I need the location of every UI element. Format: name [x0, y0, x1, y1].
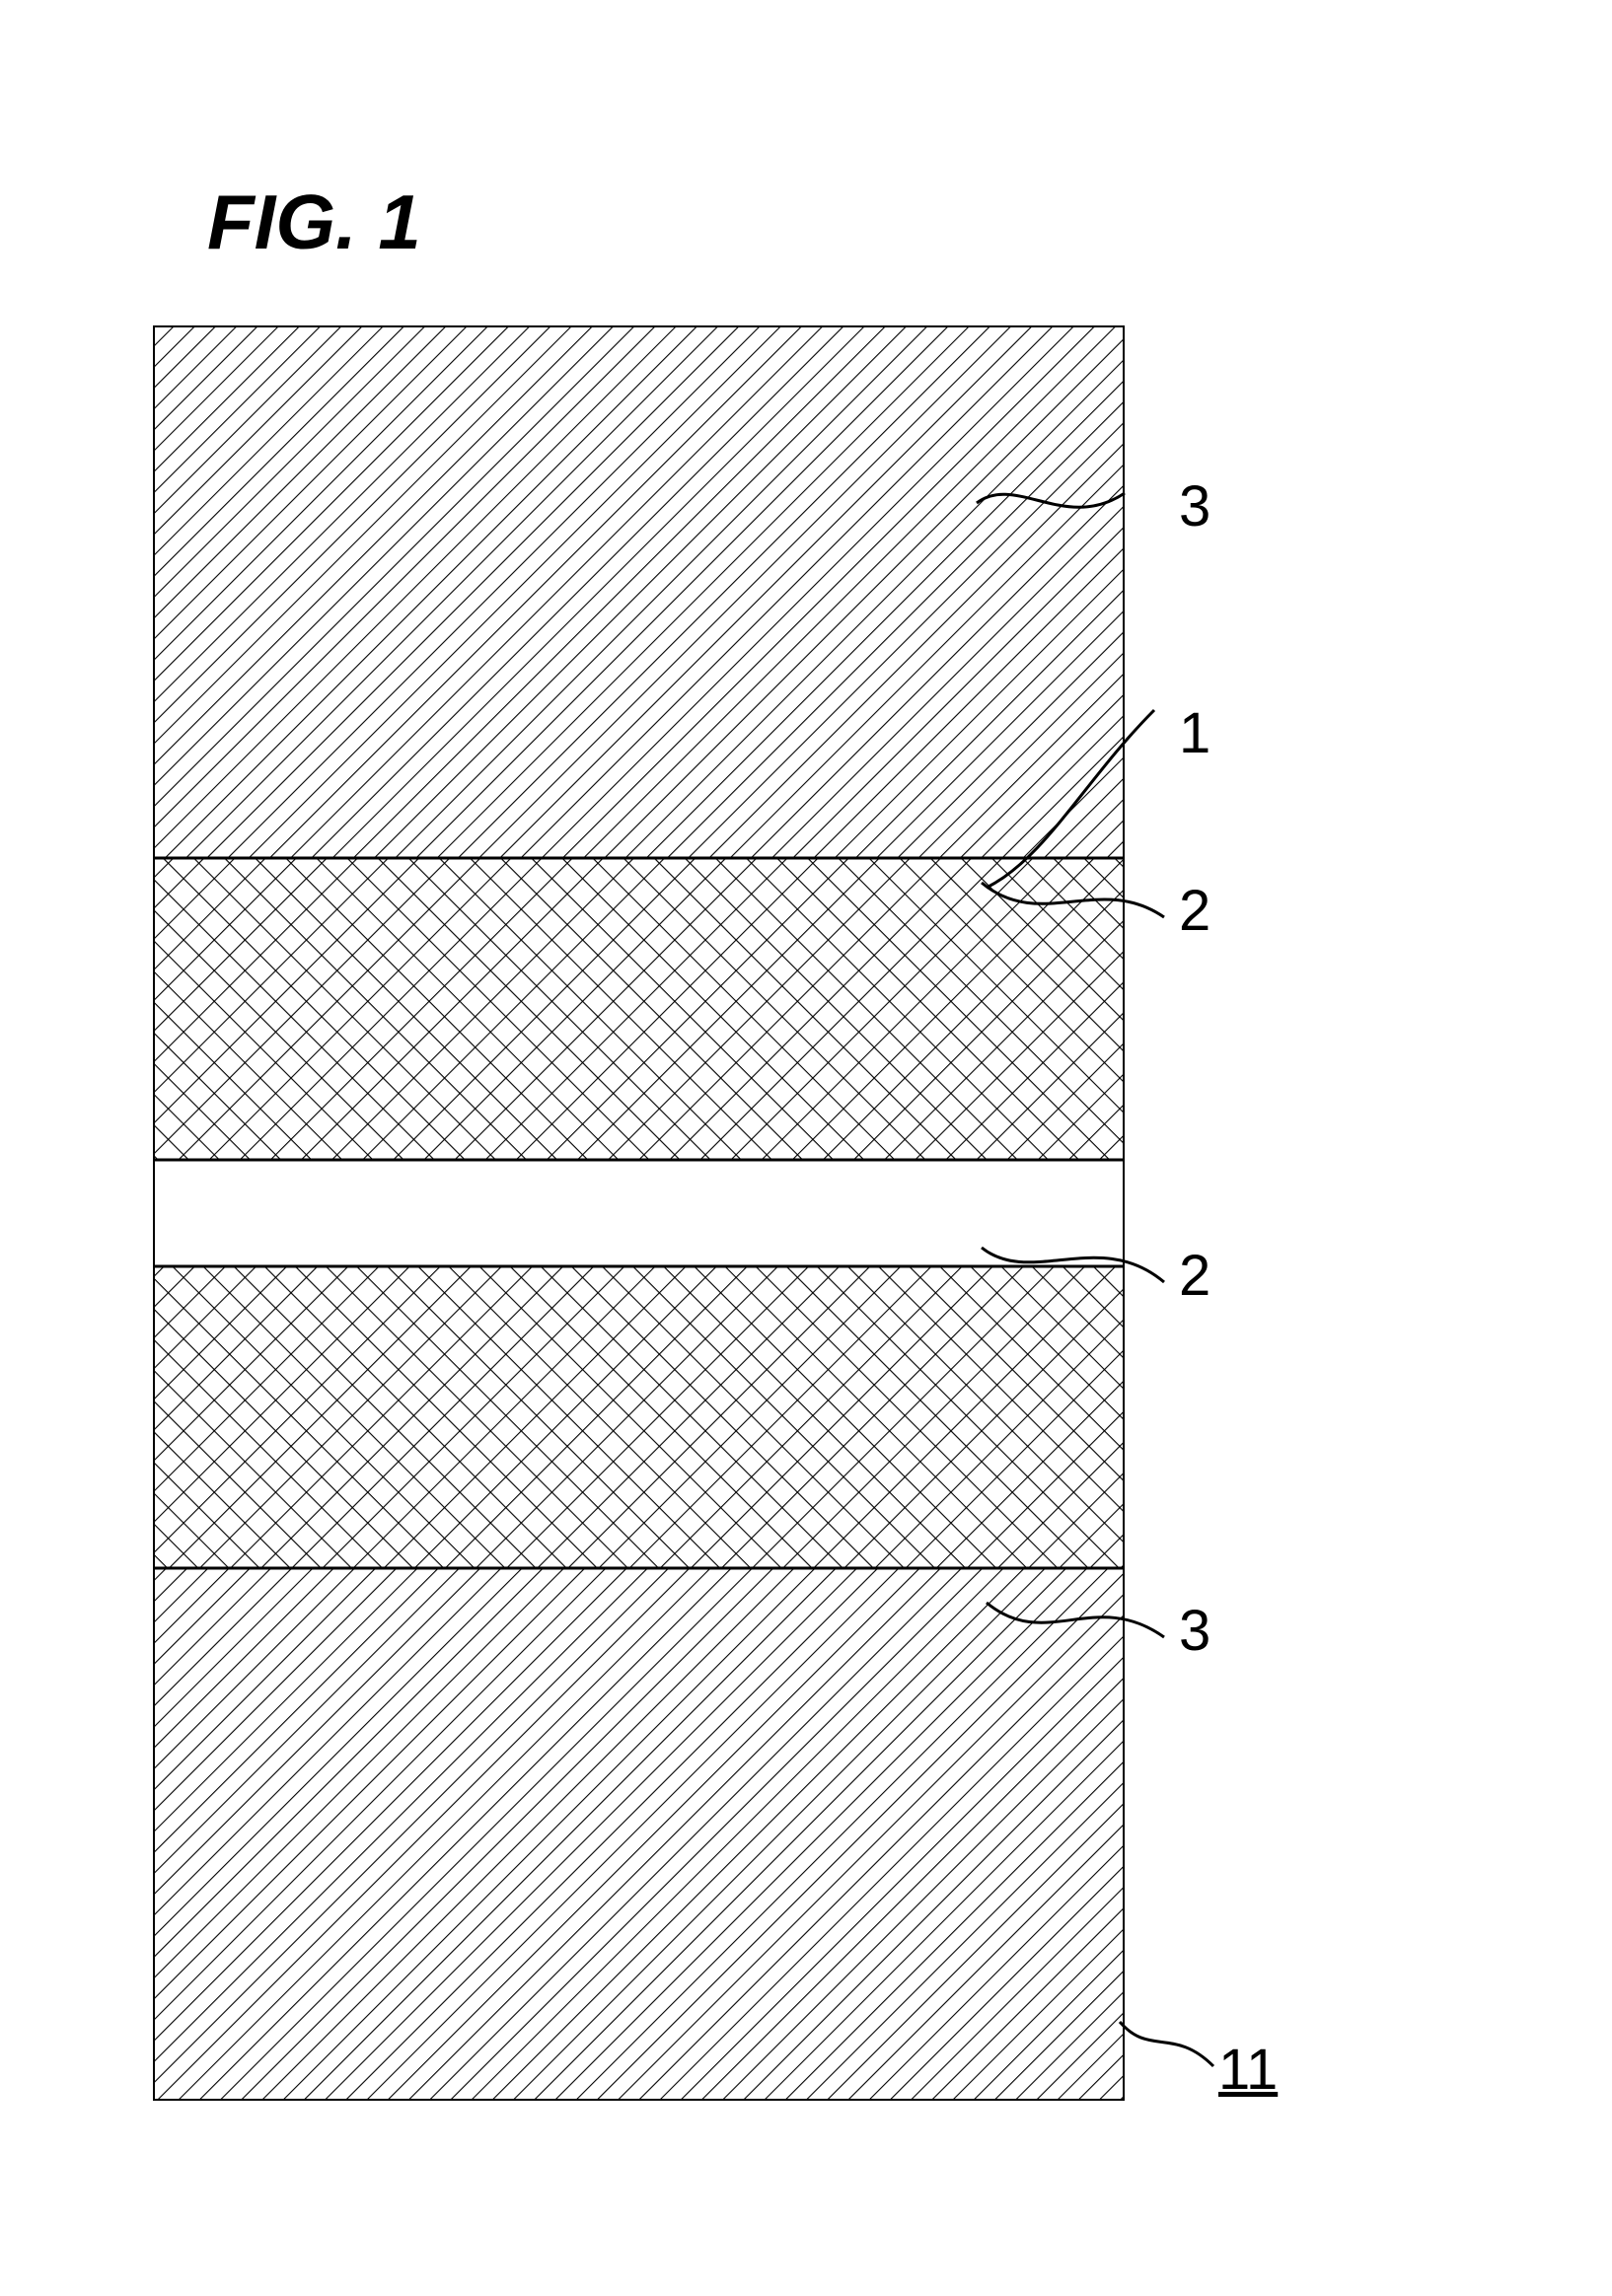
leader-assembly: [1120, 2022, 1228, 2091]
leader-inner-top: [982, 863, 1179, 952]
cross-section-diagram: [153, 325, 1125, 2101]
label-assembly: 11: [1218, 2037, 1278, 2103]
leader-outer-bottom: [987, 1583, 1184, 1672]
page: FIG. 1 3 2 1 2 3 11: [0, 0, 1612, 2296]
leader-outer-top: [977, 464, 1174, 542]
label-layer-inner-bottom: 2: [1179, 1243, 1210, 1309]
layer-outer-bottom: [153, 1568, 1125, 2101]
label-layer-inner-top: 2: [1179, 878, 1210, 944]
figure-title: FIG. 1: [207, 178, 421, 267]
layer-core: [153, 1160, 1125, 1266]
label-layer-outer-bottom: 3: [1179, 1598, 1210, 1664]
layer-inner-top: [153, 858, 1125, 1160]
layer-inner-bottom: [153, 1266, 1125, 1568]
layer-outer-top: [153, 325, 1125, 858]
label-layer-outer-top: 3: [1179, 473, 1210, 539]
label-layer-core: 1: [1179, 700, 1210, 766]
leader-inner-bottom: [982, 1228, 1179, 1317]
